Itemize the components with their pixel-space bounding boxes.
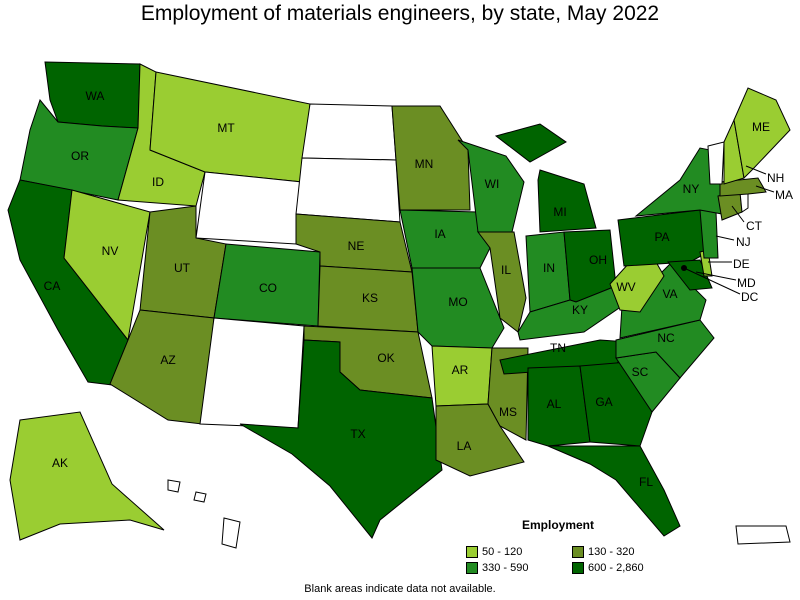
state-label-or: OR: [71, 149, 89, 163]
state-label-nh: NH: [767, 171, 784, 185]
state-label-in: IN: [543, 261, 555, 275]
state-label-pa: PA: [654, 230, 669, 244]
state-pr: [735, 525, 791, 545]
state-label-il: IL: [501, 263, 511, 277]
state-hi: [167, 479, 241, 549]
footnote: Blank areas indicate data not available.: [304, 583, 496, 595]
legend-swatch: [572, 562, 584, 574]
leader-line: [715, 235, 735, 241]
state-ma: [719, 177, 767, 197]
legend-label: 50 - 120: [482, 546, 523, 558]
state-label-ma: MA: [775, 188, 793, 202]
legend-title: Employment: [522, 518, 595, 532]
legend-swatch: [466, 546, 478, 558]
state-label-nj: NJ: [736, 235, 751, 249]
state-label-ok: OK: [377, 351, 394, 365]
state-label-dc: DC: [741, 290, 759, 304]
state-label-id: ID: [152, 175, 164, 189]
state-sd: [295, 157, 401, 223]
state-label-wa: WA: [86, 89, 105, 103]
state-ri: [739, 191, 749, 213]
state-label-mo: MO: [448, 295, 467, 309]
state-label-ca: CA: [44, 279, 61, 293]
state-label-ky: KY: [572, 303, 588, 317]
state-label-ne: NE: [348, 239, 365, 253]
leader-line: [695, 271, 737, 281]
leader-line: [683, 267, 741, 295]
state-wy: [195, 171, 303, 245]
state-label-sc: SC: [632, 365, 649, 379]
state-label-az: AZ: [160, 353, 175, 367]
state-fl: [547, 445, 681, 537]
state-label-ct: CT: [746, 219, 763, 233]
state-label-tx: TX: [350, 427, 365, 441]
legend-item: 50 - 120: [466, 546, 522, 558]
state-vt: [707, 141, 725, 185]
state-ia: [399, 209, 491, 269]
leader-line: [755, 185, 775, 193]
state-label-mt: MT: [217, 121, 235, 135]
state-label-tn: TN: [550, 341, 566, 355]
legend-swatch: [572, 546, 584, 558]
state-label-wv: WV: [616, 280, 635, 294]
state-nd: [301, 103, 397, 161]
leader-line: [745, 165, 767, 175]
legend-label: 330 - 590: [482, 562, 529, 574]
state-tx: [239, 339, 443, 539]
state-label-de: DE: [733, 257, 750, 271]
state-label-ar: AR: [452, 363, 469, 377]
map-title: Employment of materials engineers, by st…: [140, 2, 660, 25]
state-label-nc: NC: [657, 331, 675, 345]
state-label-mn: MN: [415, 157, 434, 171]
state-label-me: ME: [752, 120, 770, 134]
state-label-mi: MI: [553, 205, 566, 219]
state-label-nv: NV: [102, 244, 119, 258]
state-label-ga: GA: [595, 395, 612, 409]
legend-label: 600 - 2,860: [588, 562, 644, 574]
state-label-fl: FL: [639, 475, 653, 489]
state-label-md: MD: [737, 276, 756, 290]
state-label-va: VA: [662, 287, 677, 301]
state-label-ks: KS: [362, 291, 378, 305]
legend-item: 600 - 2,860: [572, 562, 644, 574]
state-ak: [9, 411, 165, 541]
state-mi: [494, 123, 597, 233]
state-nm: [199, 317, 305, 429]
leader-line: [731, 205, 745, 223]
state-label-la: LA: [457, 439, 472, 453]
state-label-ny: NY: [683, 182, 700, 196]
legend-swatch: [466, 562, 478, 574]
state-me: [733, 87, 791, 180]
state-label-wi: WI: [485, 177, 500, 191]
state-label-al: AL: [547, 397, 562, 411]
state-label-co: CO: [259, 281, 277, 295]
legend-label: 130 - 320: [588, 546, 635, 558]
state-label-ak: AK: [52, 456, 68, 470]
state-label-ms: MS: [499, 405, 517, 419]
state-label-ut: UT: [174, 261, 191, 275]
state-md: [667, 259, 713, 291]
legend-item: 130 - 320: [572, 546, 634, 558]
state-label-oh: OH: [589, 253, 607, 267]
legend-item: 330 - 590: [466, 562, 528, 574]
state-al: [527, 365, 591, 447]
state-label-ia: IA: [434, 227, 445, 241]
state-mn: [391, 105, 471, 211]
